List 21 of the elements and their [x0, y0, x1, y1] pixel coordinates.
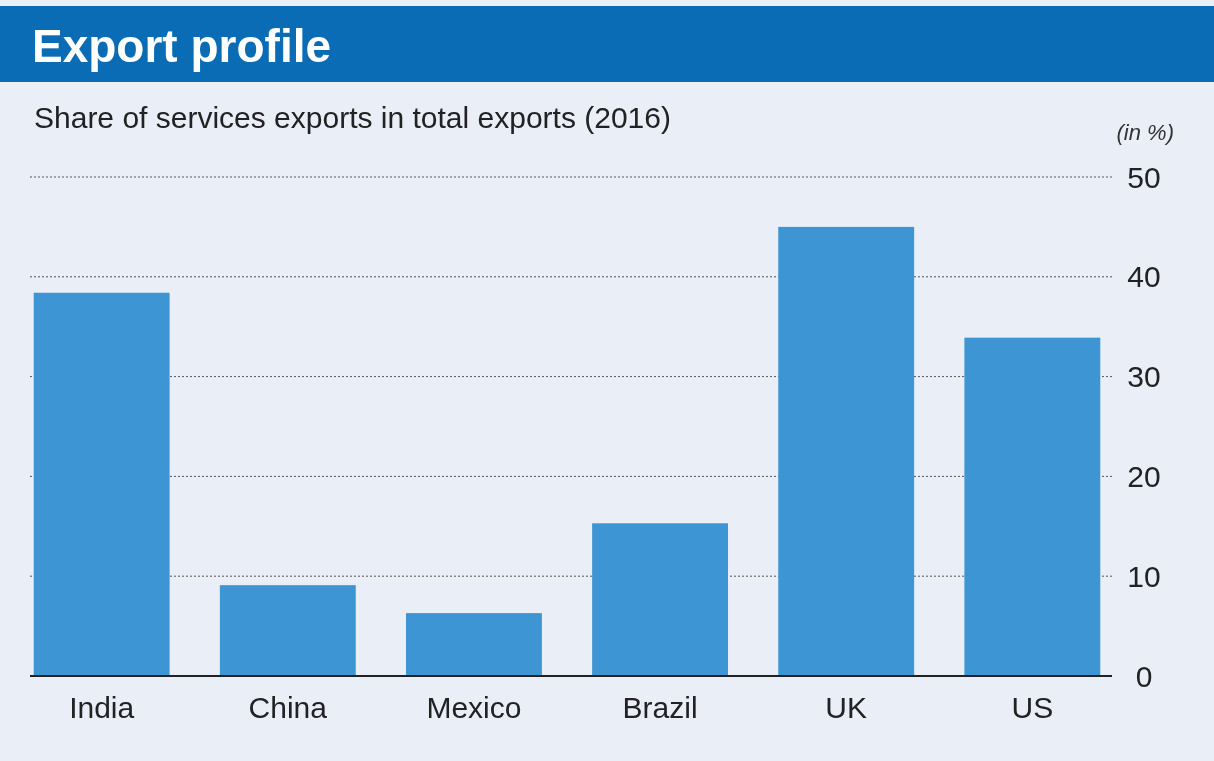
x-tick-label: US [1011, 691, 1054, 724]
y-tick-label: 40 [1127, 260, 1161, 294]
y-tick-label: 20 [1127, 459, 1161, 493]
bar [33, 292, 170, 676]
bar [964, 337, 1101, 676]
x-tick-label: Brazil [622, 691, 698, 724]
x-tick-label: Mexico [426, 691, 522, 724]
chart-subtitle: Share of services exports in total exports (2016) [34, 101, 671, 134]
y-tick-label: 50 [1127, 160, 1161, 194]
x-tick-label: UK [825, 691, 868, 724]
x-tick-label: China [248, 691, 328, 724]
bar [219, 585, 356, 676]
y-axis-title: (in %) [1116, 120, 1174, 145]
bar [405, 613, 542, 676]
bar [778, 226, 915, 676]
y-tick-label: 10 [1127, 559, 1161, 593]
x-tick-label: India [69, 691, 135, 724]
chart-title: Export profile [32, 20, 332, 72]
y-tick-label: 0 [1135, 659, 1153, 693]
y-tick-label: 30 [1127, 360, 1161, 394]
bar [592, 523, 729, 676]
